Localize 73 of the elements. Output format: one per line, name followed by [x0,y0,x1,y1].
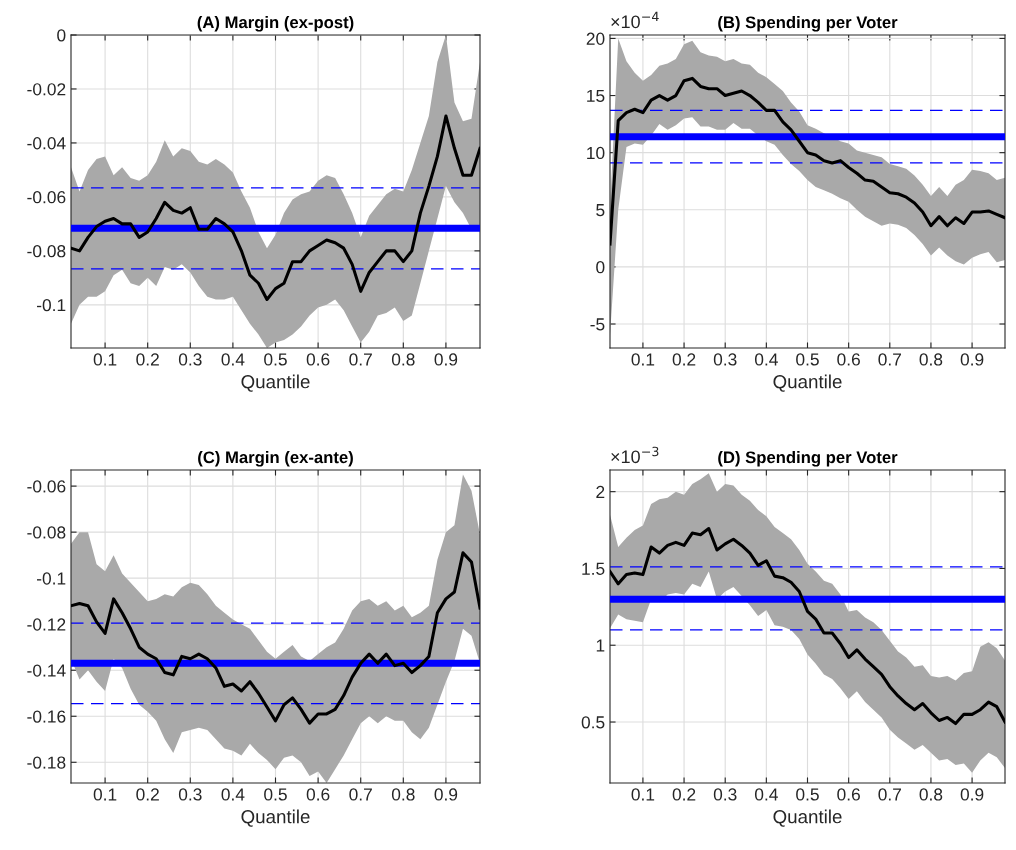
y-tick-label: 0 [57,29,66,42]
x-tick-label: 0.1 [93,353,117,366]
x-tick-label: 0.3 [178,353,202,366]
y-tick-label: 20 [586,32,605,45]
line-series [71,551,480,725]
y-tick-label: -0.1 [37,299,66,312]
x-tick-label: 0.2 [672,353,696,366]
x-tick-label: 0.8 [391,788,415,801]
y-tick-label: 5 [596,204,605,217]
x-tick-label: 0.2 [136,788,159,801]
x-tick-label: 0.7 [349,353,372,366]
x-tick-label: 0.5 [264,353,287,366]
y-tick-label: 0 [596,261,605,274]
x-tick-label: 0.4 [221,353,245,366]
x-tick-label: 0.2 [136,353,159,366]
x-tick-label: 0.6 [306,353,330,366]
x-tick-label: 0.5 [796,788,819,801]
x-tick-label: 0.3 [713,788,737,801]
y-tick-label: 15 [587,89,605,103]
x-tick-label: 0.7 [878,788,901,801]
y-tick-label: -0.08 [27,526,66,539]
x-axis-title: Quantile [773,809,842,827]
line-series [610,526,1005,726]
x-tick-label: 0.9 [960,353,984,366]
y-tick-label: -0.14 [27,664,66,677]
x-tick-label: 0.1 [631,788,655,801]
x-tick-label: 0.4 [754,353,778,366]
x-tick-label: 0.6 [837,353,860,366]
y-tick-label: -0.06 [27,191,66,204]
x-axis-title: Quantile [773,374,842,392]
chart-title: (A) Margin (ex-post) [197,15,354,32]
y-tick-label: 10 [587,146,605,160]
x-tick-label: 0.7 [349,788,372,801]
y-tick-label: 0.5 [581,716,605,729]
y-tick-label: 1.5 [582,562,605,575]
x-tick-label: 0.8 [919,788,943,801]
x-tick-label: 0.1 [631,353,655,366]
y-tick-label: -0.06 [27,480,66,493]
line-series [610,76,1005,246]
x-tick-label: 0.6 [837,788,860,801]
y-tick-label: 2 [596,485,605,498]
y-tick-label: -0.04 [27,137,66,150]
y-tick-label: -0.18 [27,756,66,769]
x-tick-label: 0.2 [672,788,696,801]
x-tick-label: 0.3 [178,788,202,801]
chart-title: (C) Margin (ex-ante) [198,450,353,467]
y-tick-label: 1 [596,639,605,652]
x-tick-label: 0.3 [713,353,737,366]
x-tick-label: 0.4 [221,788,245,801]
x-tick-label: 0.6 [306,788,330,801]
y-tick-label: -0.08 [27,245,66,258]
y-tick-label: -0.1 [37,572,66,585]
text: ×10$^{−4}$ [611,11,659,29]
x-tick-label: 0.8 [919,353,943,366]
x-tick-label: 0.9 [434,353,458,366]
x-axis-title: Quantile [241,809,310,827]
y-tick-label: -0.12 [27,618,66,631]
y-tick-label: -0.02 [27,83,66,96]
line-series [71,114,480,301]
x-axis-title: Quantile [241,374,310,392]
x-tick-label: 0.8 [391,353,415,366]
x-tick-label: 0.9 [434,788,458,801]
y-tick-label: -5 [590,318,605,331]
x-tick-label: 0.7 [878,353,901,366]
chart-title: (D) Spending per Voter [718,450,898,467]
x-tick-label: 0.1 [93,788,117,801]
x-tick-label: 0.9 [960,788,984,801]
x-tick-label: 0.5 [264,788,287,801]
y-tick-label: -0.16 [27,710,66,723]
x-tick-label: 0.5 [796,353,819,366]
text: ×10$^{−3}$ [611,446,659,464]
x-tick-label: 0.4 [754,788,778,801]
chart-title: (B) Spending per Voter [718,15,898,32]
